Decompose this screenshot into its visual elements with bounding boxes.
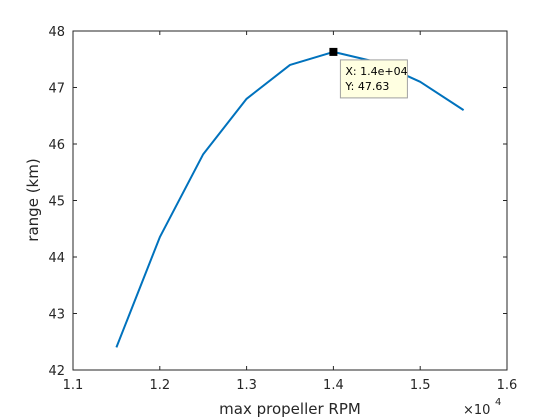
y-tick-label: 43: [48, 308, 65, 323]
datatip-x-text: X: 1.4e+04: [345, 65, 407, 78]
datatip-marker[interactable]: [329, 47, 338, 56]
y-tick-label: 45: [48, 195, 65, 210]
plot-background: [73, 31, 507, 370]
x-exponent-power: 4: [495, 397, 501, 408]
y-axis-label: range (km): [24, 158, 42, 241]
y-tick-label: 42: [48, 364, 65, 379]
y-tick-label: 44: [48, 251, 65, 266]
datatip-y-text: Y: 47.63: [344, 80, 389, 93]
datatip-box: [339, 59, 408, 99]
y-tick-label: 46: [48, 138, 65, 153]
x-tick-label: 1.4: [323, 378, 344, 393]
x-tick-label: 1.1: [63, 378, 84, 393]
ticks-layer: 1.1 1.2 1.3 1.4 1.5 1.6 42 43 44 45 46 47 48: [48, 25, 517, 393]
x-tick-label: 1.3: [236, 378, 257, 393]
x-tick-label: 1.2: [149, 378, 170, 393]
datatip-layer: X: 1.4e+04 Y: 47.63: [329, 47, 408, 99]
x-tick-label: 1.5: [410, 378, 431, 393]
y-tick-label: 48: [48, 25, 65, 40]
x-axis-label: max propeller RPM: [219, 400, 361, 418]
y-tick-label: 47: [48, 82, 65, 97]
x-exponent-label: ×10: [463, 403, 490, 418]
x-tick-label: 1.6: [497, 378, 518, 393]
